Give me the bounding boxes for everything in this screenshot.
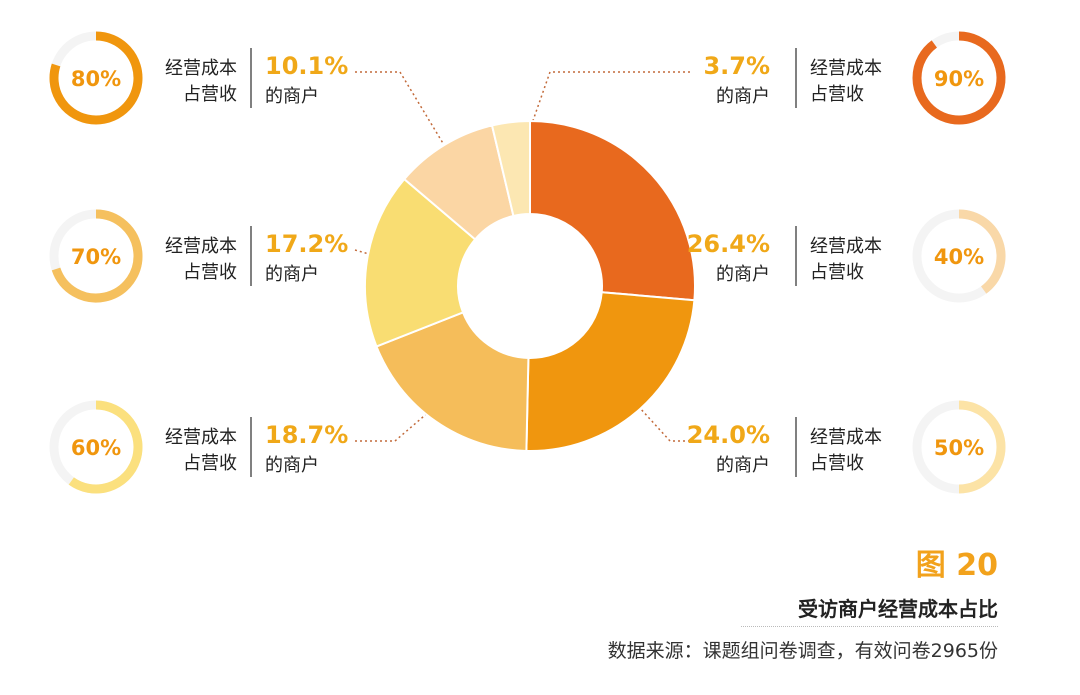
gauge-label: 60% (71, 436, 121, 460)
category-label-line1: 经营成本 (165, 236, 237, 257)
category-label-line1: 经营成本 (810, 58, 882, 79)
gauge-arc (912, 31, 1006, 125)
category-label-line2: 占营收 (183, 262, 237, 283)
chart-title: 受访商户经营成本占比 (798, 597, 998, 621)
gauge-label: 50% (934, 436, 984, 460)
donut-slice (375, 311, 530, 452)
value-label: 26.4% (687, 230, 770, 258)
value-label: 24.0% (687, 421, 770, 449)
category-label-line2: 占营收 (810, 262, 864, 283)
donut-chart: 3.7%的商户经营成本占营收26.4%的商户经营成本占营收24.0%的商户经营成… (49, 31, 1006, 494)
category-label-line1: 经营成本 (810, 427, 882, 448)
figure-number: 图 20 (915, 548, 998, 583)
title-divider (741, 626, 998, 627)
gauge-arc (49, 31, 143, 125)
gauge-arc (51, 209, 143, 303)
category-label-line1: 经营成本 (165, 427, 237, 448)
donut-slice (490, 119, 531, 218)
donut-slice (525, 291, 696, 452)
gauge-label: 40% (934, 245, 984, 269)
value-suffix-label: 的商户 (265, 86, 319, 107)
donut-slice (529, 119, 696, 302)
category-label-line2: 占营收 (810, 84, 864, 105)
value-suffix-label: 的商户 (716, 86, 770, 107)
category-label-line1: 经营成本 (165, 58, 237, 79)
category-label-line2: 占营收 (183, 453, 237, 474)
category-label-line2: 占营收 (183, 84, 237, 105)
gauge-label: 80% (71, 67, 121, 91)
category-label-line1: 经营成本 (810, 236, 882, 257)
value-label: 10.1% (265, 52, 348, 80)
category-label-line2: 占营收 (810, 453, 864, 474)
value-label: 18.7% (265, 421, 348, 449)
value-suffix-label: 的商户 (716, 264, 770, 285)
value-label: 17.2% (265, 230, 348, 258)
donut-slice (364, 177, 477, 348)
value-suffix-label: 的商户 (265, 455, 319, 476)
gauge-label: 70% (71, 245, 121, 269)
leader-line (355, 382, 463, 442)
gauge-arc (958, 209, 1006, 294)
value-suffix-label: 的商户 (716, 455, 770, 476)
value-suffix-label: 的商户 (265, 264, 319, 285)
gauge-arc (68, 400, 143, 494)
leader-line (515, 71, 690, 169)
data-source-note: 数据来源：课题组问卷调查，有效问卷2965份 (607, 640, 998, 662)
leader-line (355, 71, 469, 186)
gauge-arc (958, 400, 1006, 494)
gauge-label: 90% (934, 67, 984, 91)
value-label: 3.7% (703, 52, 770, 80)
